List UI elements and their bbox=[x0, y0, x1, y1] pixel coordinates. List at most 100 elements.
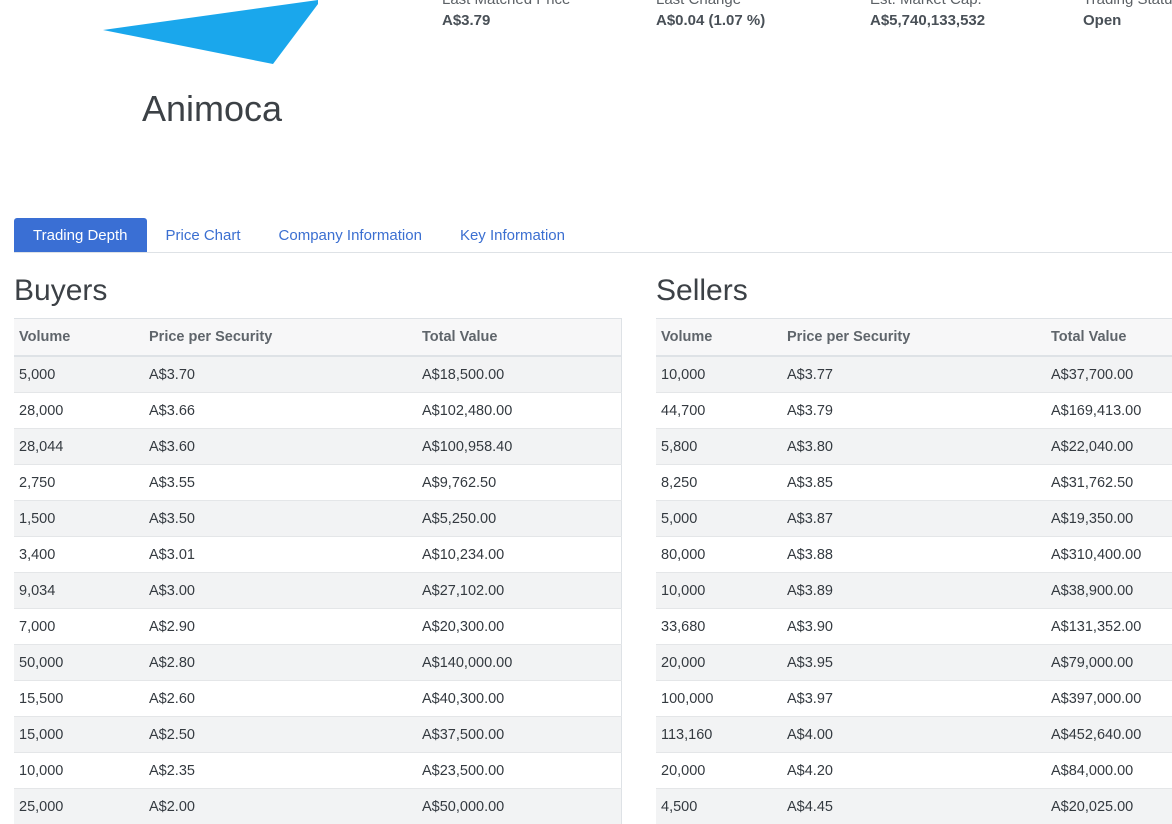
total-value-cell: A$40,300.00 bbox=[417, 681, 622, 717]
table-header-row: Volume Price per Security Total Value bbox=[656, 319, 1172, 357]
stat-label: Trading Status bbox=[1083, 0, 1172, 8]
stat-value: A$5,740,133,532 bbox=[870, 12, 985, 29]
total-value-cell: A$50,000.00 bbox=[417, 789, 622, 824]
total-value-cell: A$79,000.00 bbox=[1046, 645, 1172, 681]
total-value-cell: A$10,234.00 bbox=[417, 537, 622, 573]
stat-value: A$0.04 (1.07 %) bbox=[656, 12, 765, 29]
stat-label: Last Change bbox=[656, 0, 741, 8]
price-cell: A$3.85 bbox=[782, 465, 1046, 501]
volume-cell: 25,000 bbox=[14, 789, 144, 824]
total-value-cell: A$100,958.40 bbox=[417, 429, 622, 465]
price-cell: A$3.97 bbox=[782, 681, 1046, 717]
column-header-price: Price per Security bbox=[782, 319, 1046, 357]
sellers-table: Volume Price per Security Total Value 10… bbox=[656, 318, 1172, 824]
volume-cell: 1,500 bbox=[14, 501, 144, 537]
total-value-cell: A$9,762.50 bbox=[417, 465, 622, 501]
price-cell: A$3.70 bbox=[144, 356, 417, 393]
volume-cell: 4,500 bbox=[656, 789, 782, 824]
volume-cell: 10,000 bbox=[656, 356, 782, 393]
volume-cell: 50,000 bbox=[14, 645, 144, 681]
price-cell: A$2.35 bbox=[144, 753, 417, 789]
volume-cell: 113,160 bbox=[656, 717, 782, 753]
price-cell: A$3.95 bbox=[782, 645, 1046, 681]
price-cell: A$2.60 bbox=[144, 681, 417, 717]
total-value-cell: A$84,000.00 bbox=[1046, 753, 1172, 789]
tab-trading-depth[interactable]: Trading Depth bbox=[14, 218, 147, 252]
column-header-volume: Volume bbox=[656, 319, 782, 357]
buyers-panel: Buyers Volume Price per Security Total V… bbox=[14, 270, 622, 824]
total-value-cell: A$169,413.00 bbox=[1046, 393, 1172, 429]
tab-key-information[interactable]: Key Information bbox=[441, 218, 584, 252]
tab-price-chart[interactable]: Price Chart bbox=[147, 218, 260, 252]
total-value-cell: A$37,500.00 bbox=[417, 717, 622, 753]
tab-company-information[interactable]: Company Information bbox=[260, 218, 441, 252]
price-cell: A$4.45 bbox=[782, 789, 1046, 824]
total-value-cell: A$310,400.00 bbox=[1046, 537, 1172, 573]
total-value-cell: A$20,025.00 bbox=[1046, 789, 1172, 824]
column-header-volume: Volume bbox=[14, 319, 144, 357]
price-cell: A$3.00 bbox=[144, 573, 417, 609]
volume-cell: 80,000 bbox=[656, 537, 782, 573]
total-value-cell: A$452,640.00 bbox=[1046, 717, 1172, 753]
price-cell: A$3.88 bbox=[782, 537, 1046, 573]
volume-cell: 15,000 bbox=[14, 717, 144, 753]
volume-cell: 10,000 bbox=[656, 573, 782, 609]
total-value-cell: A$102,480.00 bbox=[417, 393, 622, 429]
volume-cell: 33,680 bbox=[656, 609, 782, 645]
price-cell: A$2.00 bbox=[144, 789, 417, 824]
column-header-price: Price per Security bbox=[144, 319, 417, 357]
price-cell: A$2.80 bbox=[144, 645, 417, 681]
price-cell: A$2.50 bbox=[144, 717, 417, 753]
price-cell: A$3.87 bbox=[782, 501, 1046, 537]
price-cell: A$2.90 bbox=[144, 609, 417, 645]
volume-cell: 20,000 bbox=[656, 753, 782, 789]
total-value-cell: A$23,500.00 bbox=[417, 753, 622, 789]
buyers-heading: Buyers bbox=[14, 270, 622, 318]
total-value-cell: A$140,000.00 bbox=[417, 645, 622, 681]
total-value-cell: A$27,102.00 bbox=[417, 573, 622, 609]
company-logo: BRANDS bbox=[103, 0, 318, 66]
tab-bar: Trading Depth Price Chart Company Inform… bbox=[14, 217, 1172, 253]
total-value-cell: A$5,250.00 bbox=[417, 501, 622, 537]
total-value-cell: A$38,900.00 bbox=[1046, 573, 1172, 609]
volume-cell: 15,500 bbox=[14, 681, 144, 717]
price-cell: A$3.60 bbox=[144, 429, 417, 465]
company-name: Animoca bbox=[142, 88, 282, 130]
price-cell: A$4.20 bbox=[782, 753, 1046, 789]
total-value-cell: A$20,300.00 bbox=[417, 609, 622, 645]
price-cell: A$3.89 bbox=[782, 573, 1046, 609]
price-cell: A$3.01 bbox=[144, 537, 417, 573]
total-value-cell: A$37,700.00 bbox=[1046, 356, 1172, 393]
stat-label: Est. Market Cap. bbox=[870, 0, 982, 8]
total-value-cell: A$131,352.00 bbox=[1046, 609, 1172, 645]
volume-cell: 44,700 bbox=[656, 393, 782, 429]
price-cell: A$3.79 bbox=[782, 393, 1046, 429]
volume-cell: 9,034 bbox=[14, 573, 144, 609]
volume-cell: 10,000 bbox=[14, 753, 144, 789]
volume-cell: 5,000 bbox=[14, 356, 144, 393]
volume-cell: 100,000 bbox=[656, 681, 782, 717]
volume-cell: 3,400 bbox=[14, 537, 144, 573]
column-header-total-value: Total Value bbox=[1046, 319, 1172, 357]
